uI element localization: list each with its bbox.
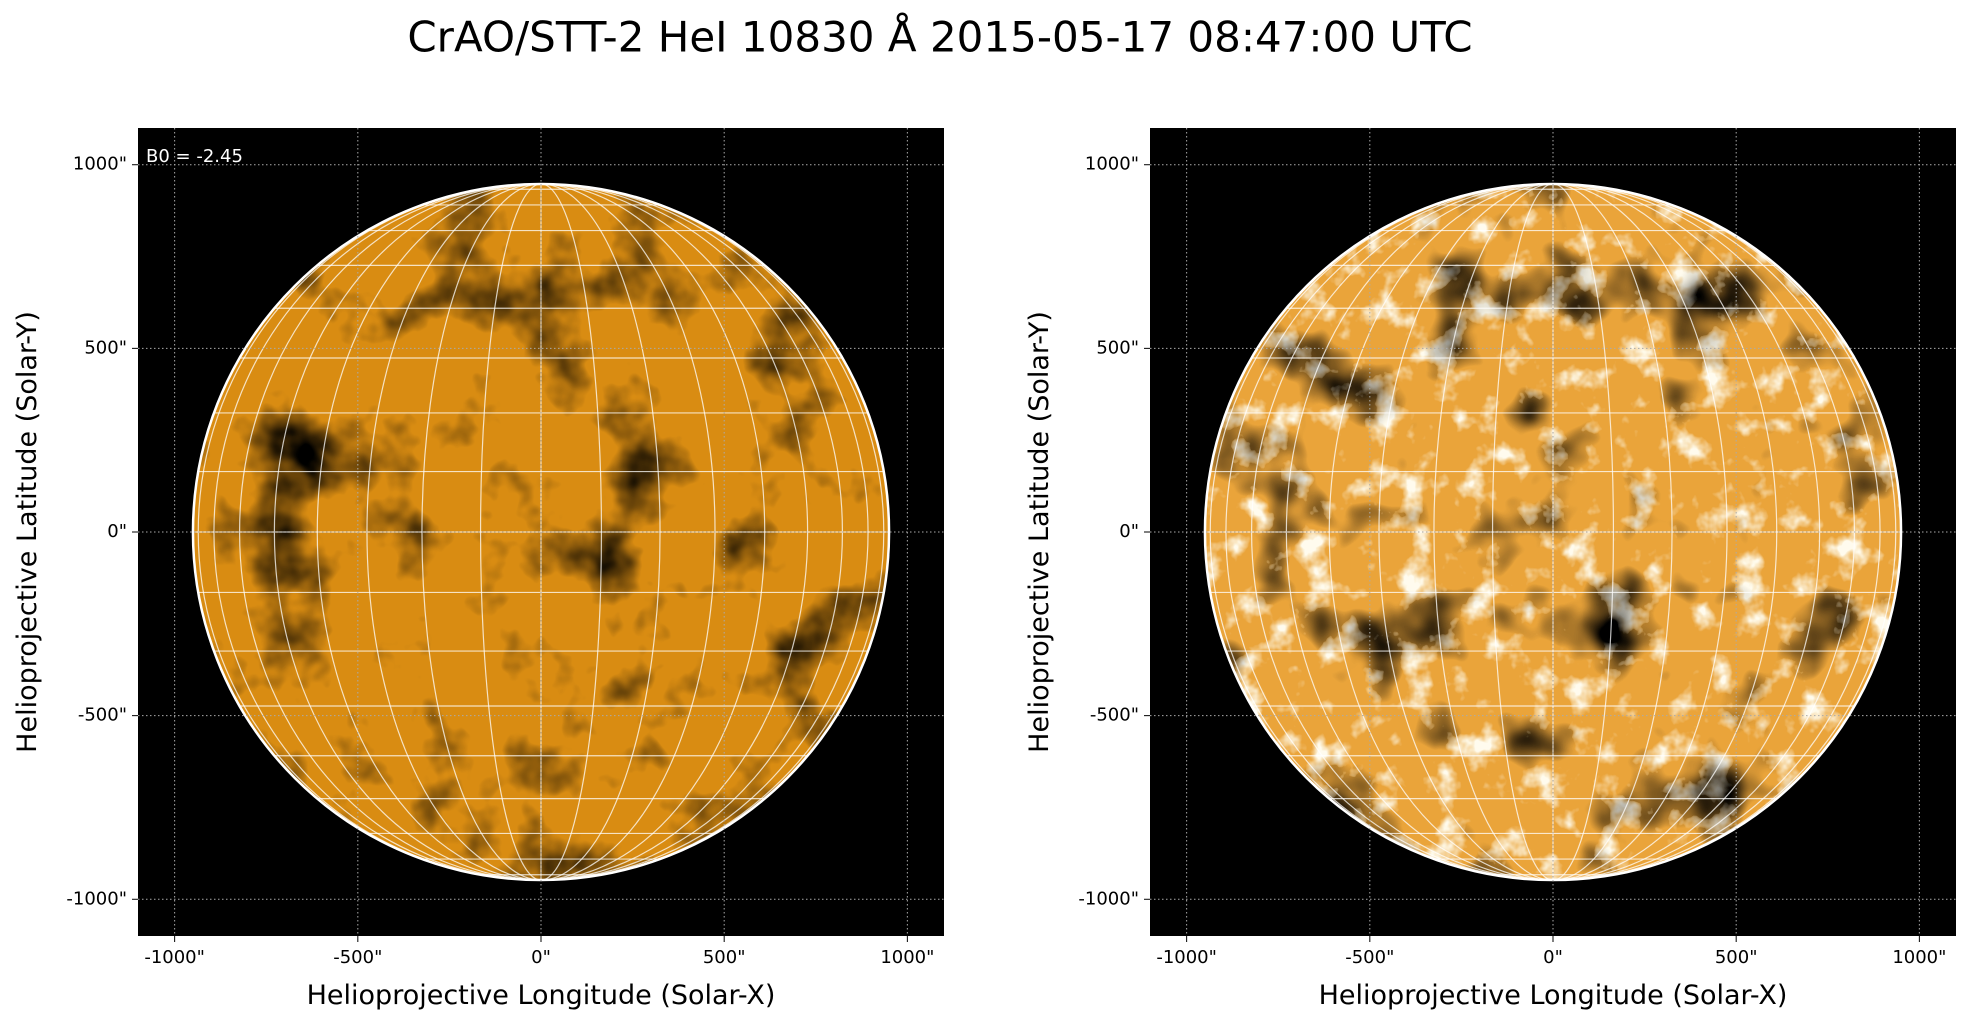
x-tick-label: -500" [333,947,382,968]
y-tick-label: 0" [107,521,127,542]
y-tick-label: -500" [78,705,127,726]
x-tick-label: 1000" [1892,947,1946,968]
y-tick-label: -1000" [66,888,127,909]
x-tick-label: -1000" [1156,947,1217,968]
x-axis-label: Helioprojective Longitude (Solar-X) [1319,980,1788,1011]
x-tick-label: 0" [531,947,551,968]
panel: -1000" -500" 0" 500" 1000" -1000" -500" 0" 500" 1… [1024,128,1956,1011]
y-tick-label: 500" [1096,337,1139,358]
panel: -1000" -500" 0" 500" 1000" -1000" -500" 0" 500" 1… [12,128,944,1011]
x-tick-label: -1000" [144,947,205,968]
annotation: B0 = -2.45 [146,146,243,167]
y-tick-label: 1000" [1085,154,1139,175]
y-axis-label: Helioprojective Latitude (Solar-Y) [1024,311,1055,753]
x-tick-label: -500" [1345,947,1394,968]
y-tick-label: 0" [1119,521,1139,542]
x-tick-label: 500" [703,947,746,968]
x-tick-label: 500" [1715,947,1758,968]
figure-title: CrAO/STT-2 HeI 10830 Å 2015-05-17 08:47:… [407,12,1472,62]
y-axis-label: Helioprojective Latitude (Solar-Y) [12,311,43,753]
y-tick-label: 500" [84,337,127,358]
x-axis-label: Helioprojective Longitude (Solar-X) [307,980,776,1011]
y-tick-label: -500" [1090,705,1139,726]
y-tick-label: 1000" [73,154,127,175]
x-tick-label: 0" [1543,947,1563,968]
x-tick-label: 1000" [880,947,934,968]
y-tick-label: -1000" [1078,888,1139,909]
